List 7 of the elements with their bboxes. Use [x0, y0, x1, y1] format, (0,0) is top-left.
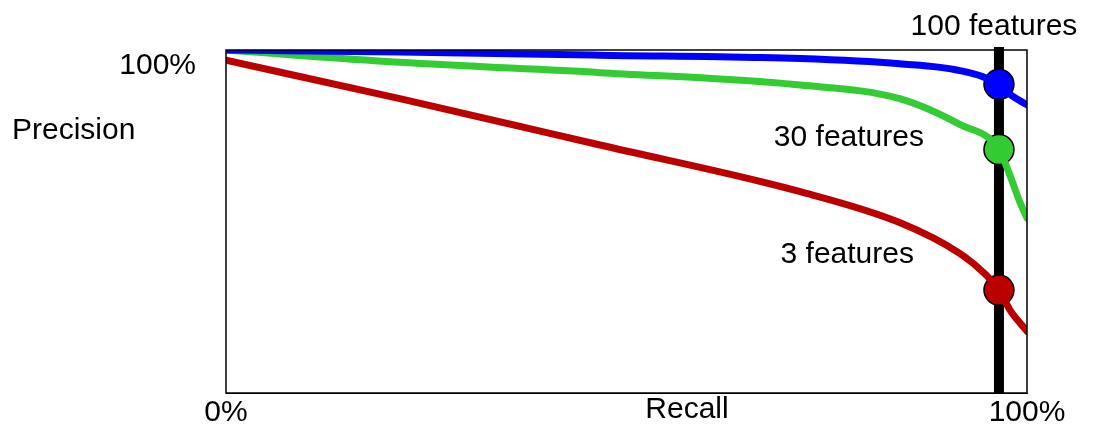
series-label: 30 features — [773, 118, 924, 152]
x-axis-title: Recall — [645, 391, 729, 425]
text: 100% — [119, 47, 196, 81]
series-label: 100 features — [910, 7, 1078, 41]
y-axis-title: Precision — [12, 112, 136, 146]
series-label: 3 features — [780, 236, 914, 270]
x-tick-label: 0% — [204, 394, 248, 428]
